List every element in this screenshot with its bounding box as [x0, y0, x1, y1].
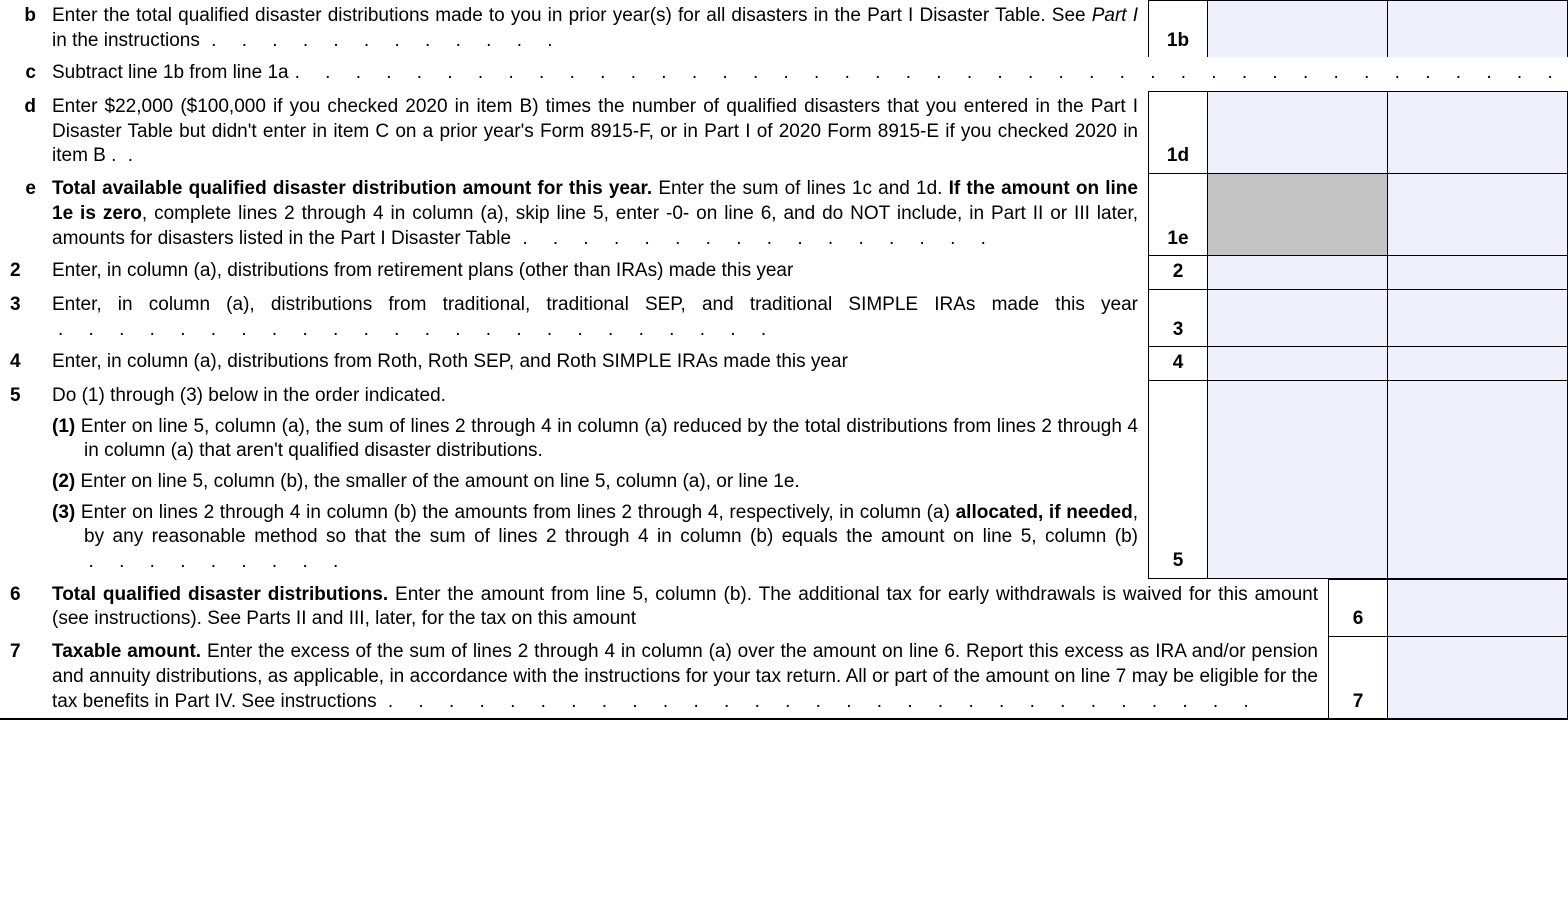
- line-5-intro: Do (1) through (3) below in the order in…: [52, 384, 1138, 409]
- line-5-dots: . . . . . . . . . . . . . . . . . . . . …: [84, 550, 344, 575]
- line-3-amount-b[interactable]: [1388, 289, 1568, 346]
- line-1c-row: c Subtract line 1b from line 1a . . . . …: [0, 57, 1568, 91]
- line-2-text: Enter, in column (a), distributions from…: [52, 260, 793, 281]
- line-6-num: 6: [0, 579, 52, 636]
- line-5-p1: (1) Enter on line 5, column (a), the sum…: [52, 415, 1138, 464]
- line-2-row: 2 Enter, in column (a), distributions fr…: [0, 255, 1568, 289]
- line-1b-num: b: [0, 0, 52, 57]
- line-1d-dots: .: [122, 145, 143, 166]
- line-3-num: 3: [0, 289, 52, 346]
- form-8915f-section: b Enter the total qualified disaster dis…: [0, 0, 1568, 720]
- line-1b-amount-b[interactable]: [1388, 0, 1568, 57]
- line-5-amount-b[interactable]: [1388, 380, 1568, 579]
- line-5-amount-a[interactable]: [1208, 380, 1388, 579]
- line-7-dots: . . . . . . . . . . . . . . . . . . . . …: [382, 690, 1262, 715]
- line-5-row: 5 Do (1) through (3) below in the order …: [0, 380, 1568, 579]
- line-6-amount[interactable]: [1388, 579, 1568, 636]
- line-1d-num: d: [0, 91, 52, 173]
- line-1b-amount-a[interactable]: [1208, 0, 1388, 57]
- line-4-label: 4: [1148, 346, 1208, 380]
- line-5-p3-num: (3): [52, 502, 81, 523]
- line-6-row: 6 Total qualified disaster distributions…: [0, 579, 1568, 636]
- line-1e-bold-a: Total available qualified disaster distr…: [52, 178, 658, 199]
- line-3-label: 3: [1148, 289, 1208, 346]
- line-1b-text-a: Enter the total qualified disaster distr…: [52, 5, 1092, 26]
- line-2-num: 2: [0, 255, 52, 289]
- line-4-amount-b[interactable]: [1388, 346, 1568, 380]
- line-2-amount-a[interactable]: [1208, 255, 1388, 289]
- line-4-num: 4: [0, 346, 52, 380]
- line-3-amount-a[interactable]: [1208, 289, 1388, 346]
- line-1b-label: 1b: [1148, 0, 1208, 57]
- line-1e-row: e Total available qualified disaster dis…: [0, 173, 1568, 255]
- line-4-amount-a[interactable]: [1208, 346, 1388, 380]
- line-3-row: 3 Enter, in column (a), distributions fr…: [0, 289, 1568, 346]
- line-1c-text: Subtract line 1b from line 1a: [52, 61, 289, 86]
- line-4-text: Enter, in column (a), distributions from…: [52, 351, 848, 372]
- line-1b-text-b: in the instructions: [52, 30, 200, 51]
- line-7-row: 7 Taxable amount. Enter the excess of th…: [0, 636, 1568, 718]
- line-7-bold: Taxable amount.: [52, 641, 207, 662]
- line-6-desc: Total qualified disaster distributions. …: [52, 579, 1328, 636]
- line-1b-dots: . . . . . . . . . . . . . . . . . . . . …: [205, 29, 555, 54]
- line-5-p2: (2) Enter on line 5, column (b), the sma…: [52, 470, 1138, 495]
- line-3-text: Enter, in column (a), distributions from…: [52, 294, 1138, 315]
- line-7-num: 7: [0, 636, 52, 718]
- line-1d-text: Enter $22,000 ($100,000 if you checked 2…: [52, 96, 1138, 166]
- line-5-p1-num: (1): [52, 416, 81, 437]
- line-1d-label: 1d: [1148, 91, 1208, 173]
- line-5-num: 5: [0, 380, 52, 579]
- line-5-p1-text: Enter on line 5, column (a), the sum of …: [81, 416, 1138, 462]
- line-4-row: 4 Enter, in column (a), distributions fr…: [0, 346, 1568, 380]
- line-5-p2-text: Enter on line 5, column (b), the smaller…: [81, 471, 800, 492]
- line-1e-amount-a-shaded: [1208, 173, 1388, 255]
- line-1e-num: e: [0, 173, 52, 255]
- line-2-desc: Enter, in column (a), distributions from…: [52, 255, 1148, 289]
- line-1d-amount-a[interactable]: [1208, 91, 1388, 173]
- line-1e-text-a: Enter the sum of lines 1c and 1d.: [658, 178, 948, 199]
- line-5-p2-num: (2): [52, 471, 81, 492]
- line-5-desc: Do (1) through (3) below in the order in…: [52, 380, 1148, 579]
- line-1c-desc: Subtract line 1b from line 1a . . . . . …: [52, 57, 1568, 91]
- line-1d-amount-b[interactable]: [1388, 91, 1568, 173]
- line-5-p3-bold: allocated, if needed: [956, 502, 1133, 523]
- line-6-bold: Total qualified disaster distributions.: [52, 584, 395, 605]
- line-1c-dots: . . . . . . . . . . . . . . . . . . . . …: [289, 61, 1568, 86]
- line-3-desc: Enter, in column (a), distributions from…: [52, 289, 1148, 346]
- line-3-dots: . . . . . . . . . . . . . . . . . . . . …: [52, 318, 772, 343]
- line-1e-amount-b[interactable]: [1388, 173, 1568, 255]
- line-2-amount-b[interactable]: [1388, 255, 1568, 289]
- line-7-desc: Taxable amount. Enter the excess of the …: [52, 636, 1328, 718]
- line-5-p3-a: Enter on lines 2 through 4 in column (b)…: [81, 502, 956, 523]
- line-2-label: 2: [1148, 255, 1208, 289]
- line-1b-row: b Enter the total qualified disaster dis…: [0, 0, 1568, 57]
- line-1e-label: 1e: [1148, 173, 1208, 255]
- line-1b-text-italic: Part I: [1092, 5, 1138, 26]
- line-5-label: 5: [1148, 380, 1208, 579]
- line-7-amount[interactable]: [1388, 636, 1568, 718]
- line-1e-dots: . . . . . . . . . . . . . . . . . . . . …: [516, 227, 996, 252]
- line-5-p3: (3) Enter on lines 2 through 4 in column…: [52, 501, 1138, 575]
- line-1e-desc: Total available qualified disaster distr…: [52, 173, 1148, 255]
- line-1d-desc: Enter $22,000 ($100,000 if you checked 2…: [52, 91, 1148, 173]
- line-1b-desc: Enter the total qualified disaster distr…: [52, 0, 1148, 57]
- line-1d-row: d Enter $22,000 ($100,000 if you checked…: [0, 91, 1568, 173]
- line-7-label: 7: [1328, 636, 1388, 718]
- line-1c-num: c: [0, 57, 52, 91]
- line-6-label: 6: [1328, 579, 1388, 636]
- line-4-desc: Enter, in column (a), distributions from…: [52, 346, 1148, 380]
